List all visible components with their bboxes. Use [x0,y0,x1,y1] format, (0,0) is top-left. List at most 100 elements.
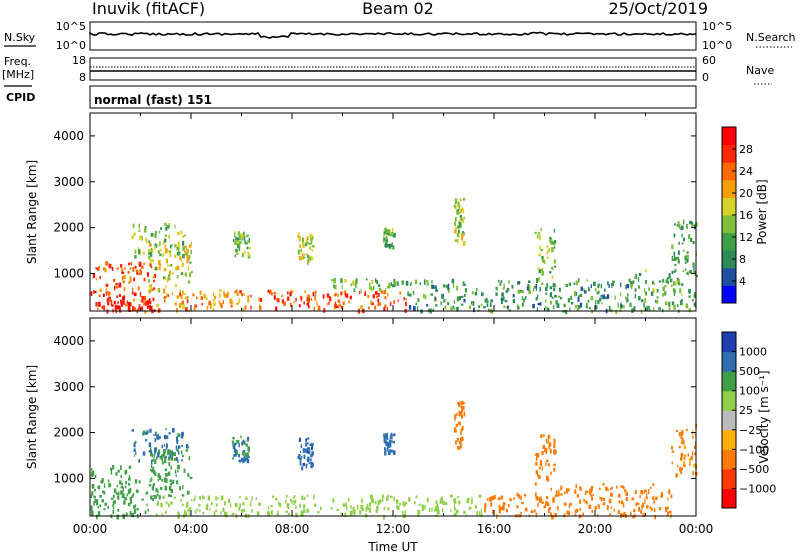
velocity-cell [550,512,552,516]
power-cell [165,226,168,231]
velocity-cell [128,482,131,486]
velocity-cell [352,511,355,515]
power-cell [134,265,137,269]
power-cell [275,306,278,312]
velocity-cell [480,513,483,518]
power-cell [579,293,583,297]
velocity-cell [454,417,456,422]
power-cell [105,288,108,291]
velocity-cell [397,506,400,511]
velocity-cell [414,501,416,505]
power-cell [460,295,464,298]
velocity-cell [648,489,650,495]
power-cell [434,285,437,290]
power-cell [176,295,180,299]
velocity-cell [176,439,179,444]
velocity-cell [134,504,137,507]
velocity-cell [459,437,463,441]
velocity-cell [307,437,310,440]
power-cell [234,232,236,238]
velocity-cell [392,450,395,453]
velocity-cell [541,501,544,505]
power-cell [302,245,305,248]
power-cell [462,209,465,214]
velocity-cell [158,495,161,500]
velocity-cell [169,479,172,483]
power-cell [440,301,443,305]
power-cell [552,282,554,286]
velocity-cell [234,503,238,507]
power-cell [486,303,489,308]
power-cell [536,278,538,283]
velocity-cell [503,506,505,511]
velocity-cell [386,496,389,502]
power-cell [417,298,420,303]
velocity-cell [153,483,155,487]
velocity-cell [651,507,653,511]
velocity-cell [676,429,679,432]
power-cell [95,267,98,270]
power-cell [644,288,646,293]
power-cell [595,299,597,305]
power-cell [540,228,542,231]
power-cell [528,289,531,294]
power-cell [415,302,418,306]
velocity-cell [652,496,655,500]
power-cell [632,280,635,284]
velocity-cell [157,473,160,478]
velocity-cell [332,498,335,503]
velocity-cell [157,433,160,438]
power-cell [307,260,309,266]
velocity-cell [290,498,292,502]
power-cell [193,307,196,311]
velocity-cell [145,432,148,435]
velocity-cell [96,501,99,506]
velocity-cell [502,505,504,509]
velocity-cell [679,457,683,461]
power-cell [258,303,261,307]
power-cell [668,301,671,307]
power-cell [304,253,306,256]
power-cell [525,296,527,300]
velocity-cell [683,454,686,458]
velocity-cell [246,438,249,442]
power-cell [166,224,170,229]
power-cell [239,240,242,244]
power-ytick-label: 3000 [53,175,84,189]
power-cell [431,280,433,284]
power-cell [460,233,464,238]
velocity-cell [567,511,571,516]
power-cell [98,294,101,298]
power-cell [226,294,229,298]
power-cell [676,224,679,227]
velocity-cell [563,502,567,506]
velocity-cell [156,493,159,497]
velocity-cell [185,449,189,452]
velocity-cell [544,447,547,452]
velocity-cell [455,509,459,514]
velocity-cell [302,448,306,453]
velocity-cell [272,495,274,498]
power-cell [626,284,630,289]
velocity-cell [189,476,193,479]
power-colorbar-label: Power [dB] [755,179,769,244]
velocity-cell [169,483,173,486]
velocity-cell [142,430,146,435]
power-cell [182,246,185,251]
velocity-cell [518,494,521,499]
velocity-cell [654,514,656,520]
velocity-cell [231,440,234,445]
power-colorbar-tick-label: 12 [739,231,753,244]
power-ytick-label: 4000 [53,129,84,143]
power-cell [469,305,471,310]
velocity-xticks: 00:00 04:00 08:00 12:00 16:00 20:00 00:00 [73,318,713,536]
time-tick-label: 12:00 [376,522,411,536]
power-cell [374,305,377,310]
power-cell [435,289,438,292]
velocity-cell [162,495,165,499]
power-cell [243,293,245,296]
velocity-cell [459,411,462,414]
velocity-cell [563,513,566,518]
power-ylabel: Slant Range [km] [25,160,39,264]
power-cell [180,260,183,263]
